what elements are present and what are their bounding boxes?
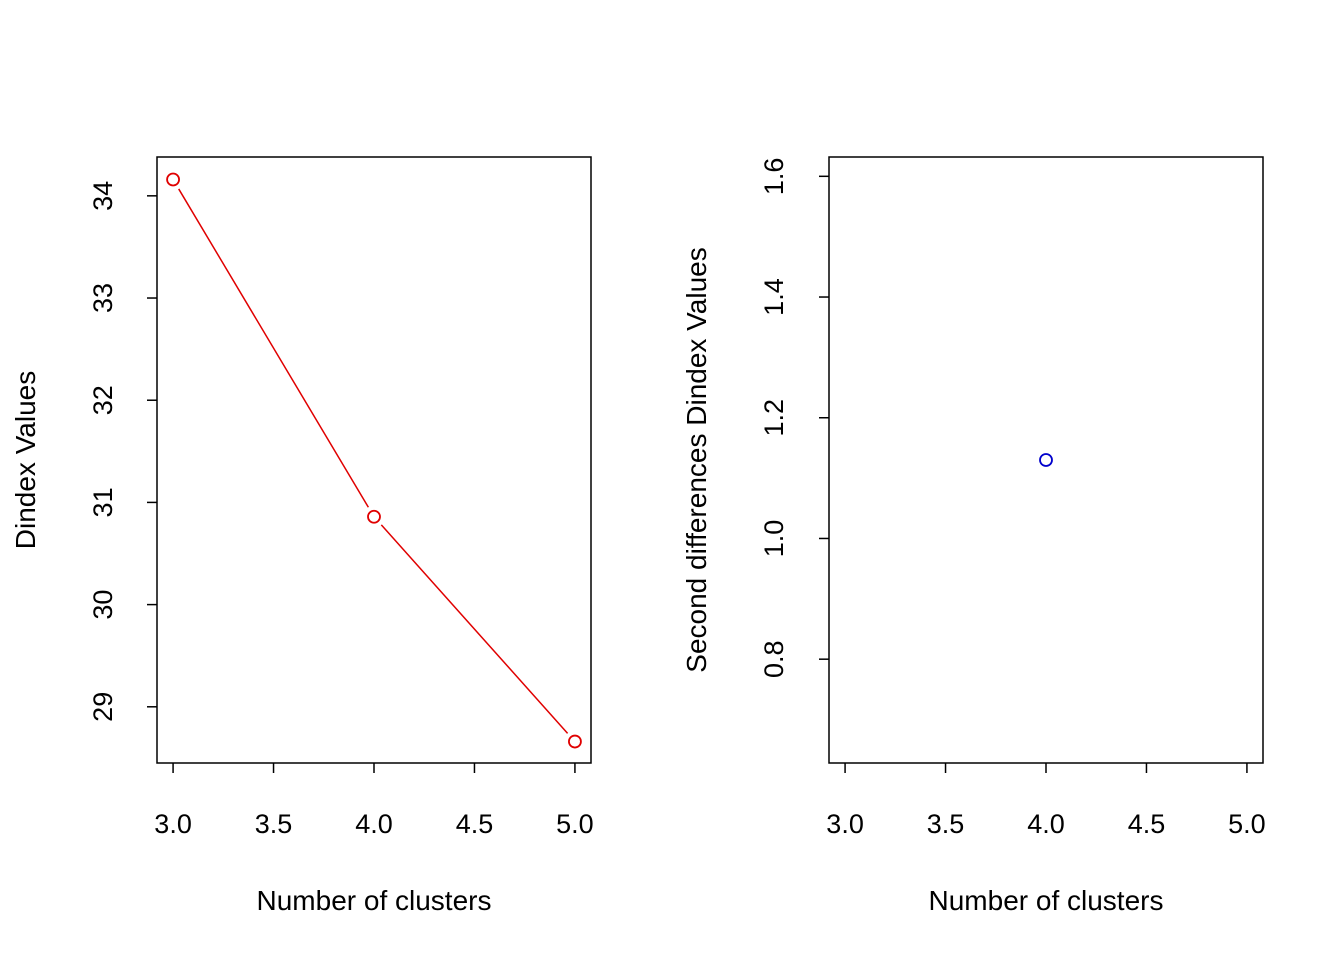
panel-dindex-values: 3.0 3.5 4.0 4.5 5.0 29 30 31 32 33 34 Number of clu…: [10, 156, 594, 916]
x-tick-label: 3.0: [826, 809, 864, 839]
y-tick-label: 1.4: [759, 278, 789, 316]
y-tick-label: 30: [88, 590, 118, 620]
x-tick-label: 5.0: [556, 809, 594, 839]
y-tick-label: 34: [88, 181, 118, 211]
y-tick-label: 1.2: [759, 399, 789, 437]
y-tick-label: 32: [88, 385, 118, 415]
plot-frame: [156, 156, 592, 764]
data-point: [367, 509, 381, 524]
y-tick-label: 0.8: [759, 640, 789, 678]
x-tick-label: 4.0: [1027, 809, 1065, 839]
series-line-segment: [380, 524, 569, 734]
y-tick-label: 1.0: [759, 520, 789, 558]
x-tick-label: 3.5: [255, 809, 293, 839]
x-tick-label: 3.5: [927, 809, 965, 839]
y-tick-label: 1.6: [759, 158, 789, 196]
x-tick-label: 4.0: [355, 809, 393, 839]
data-point: [166, 172, 180, 187]
series-line-segment: [178, 188, 370, 508]
data-point: [568, 734, 582, 749]
panel-second-differences: 3.0 3.5 4.0 4.5 5.0 0.8 1.0 1.2 1.4 1.6 Number of …: [681, 156, 1266, 916]
y-tick-label: 33: [88, 283, 118, 313]
plot-frame: [828, 156, 1264, 764]
y-axis-title: Dindex Values: [10, 371, 41, 549]
y-tick-label: 29: [88, 692, 118, 722]
data-point: [1039, 453, 1053, 467]
y-tick-label: 31: [88, 487, 118, 517]
x-tick-label: 5.0: [1228, 809, 1266, 839]
x-tick-label: 3.0: [154, 809, 192, 839]
y-axis-title: Second differences Dindex Values: [681, 247, 712, 672]
x-axis-title: Number of clusters: [929, 885, 1164, 916]
x-tick-label: 4.5: [1128, 809, 1166, 839]
x-tick-label: 4.5: [456, 809, 494, 839]
x-axis-title: Number of clusters: [257, 885, 492, 916]
